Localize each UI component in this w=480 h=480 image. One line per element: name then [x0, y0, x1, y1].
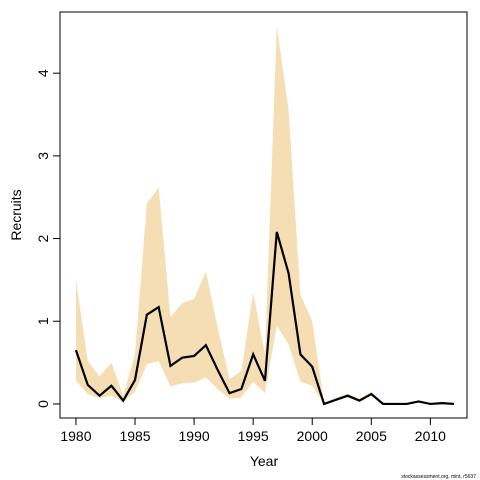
y-axis-label: Recruits — [8, 189, 24, 240]
x-tick-label: 1995 — [238, 428, 269, 444]
x-axis-label: Year — [250, 453, 279, 469]
x-tick-label: 1990 — [179, 428, 210, 444]
credit: stockassessment.org, mint, r5637 — [401, 474, 476, 480]
y-tick-label: 3 — [35, 152, 51, 160]
plot-frame — [59, 11, 468, 419]
x-tick-label: 1985 — [119, 428, 150, 444]
x-tick-label: 1980 — [60, 428, 91, 444]
confidence-band — [75, 26, 455, 404]
x-tick-label: 2005 — [356, 428, 387, 444]
y-tick-label: 4 — [35, 69, 51, 77]
x-tick-label: 2010 — [415, 428, 446, 444]
y-tick-label: 1 — [35, 317, 51, 325]
y-tick-label: 0 — [35, 400, 51, 408]
y-tick-label: 2 — [35, 234, 51, 242]
x-tick-label: 2000 — [297, 428, 328, 444]
recruit-line — [74, 231, 455, 406]
